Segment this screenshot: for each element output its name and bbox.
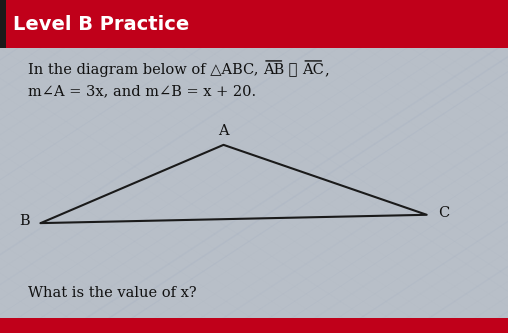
Text: A: A xyxy=(218,124,229,138)
Text: What is the value of x?: What is the value of x? xyxy=(28,286,197,300)
Text: B: B xyxy=(19,214,29,228)
Text: m∠A = 3x, and m∠B = x + 20.: m∠A = 3x, and m∠B = x + 20. xyxy=(28,85,256,99)
Text: In the diagram below of △ABC,: In the diagram below of △ABC, xyxy=(28,63,263,77)
FancyBboxPatch shape xyxy=(0,318,508,333)
Text: C: C xyxy=(438,206,449,220)
FancyBboxPatch shape xyxy=(0,0,6,48)
Text: ,: , xyxy=(324,63,329,77)
Text: Level B Practice: Level B Practice xyxy=(13,15,189,34)
Text: ≅: ≅ xyxy=(284,63,302,77)
FancyBboxPatch shape xyxy=(0,0,508,48)
Text: AC: AC xyxy=(302,63,324,77)
Text: AB: AB xyxy=(263,63,284,77)
